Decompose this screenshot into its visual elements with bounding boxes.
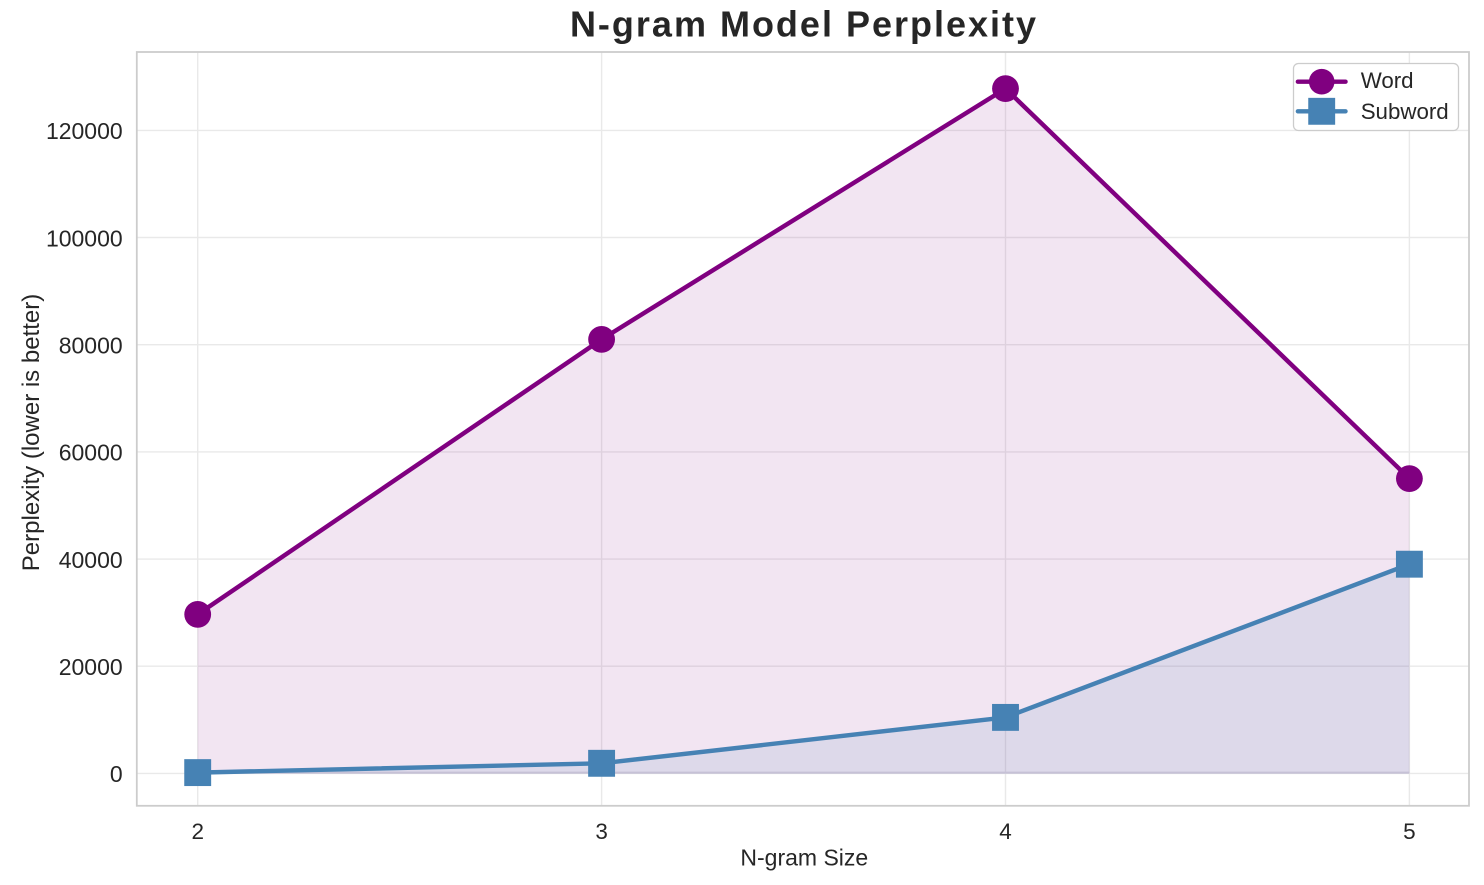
svg-text:5: 5 <box>1403 819 1416 844</box>
svg-text:120000: 120000 <box>46 118 123 144</box>
svg-text:80000: 80000 <box>59 333 123 359</box>
svg-text:Word: Word <box>1361 68 1414 93</box>
svg-text:Perplexity (lower is better): Perplexity (lower is better) <box>18 294 45 571</box>
svg-text:N-gram Size: N-gram Size <box>740 845 868 871</box>
svg-text:3: 3 <box>595 819 608 844</box>
svg-text:2: 2 <box>191 819 204 844</box>
svg-text:N-gram Model Perplexity: N-gram Model Perplexity <box>570 4 1038 45</box>
svg-text:60000: 60000 <box>59 440 123 466</box>
svg-text:100000: 100000 <box>46 225 123 251</box>
svg-text:0: 0 <box>110 761 123 787</box>
svg-text:Subword: Subword <box>1361 99 1449 124</box>
svg-text:4: 4 <box>999 819 1012 844</box>
svg-text:20000: 20000 <box>59 654 123 680</box>
svg-text:40000: 40000 <box>59 547 123 573</box>
